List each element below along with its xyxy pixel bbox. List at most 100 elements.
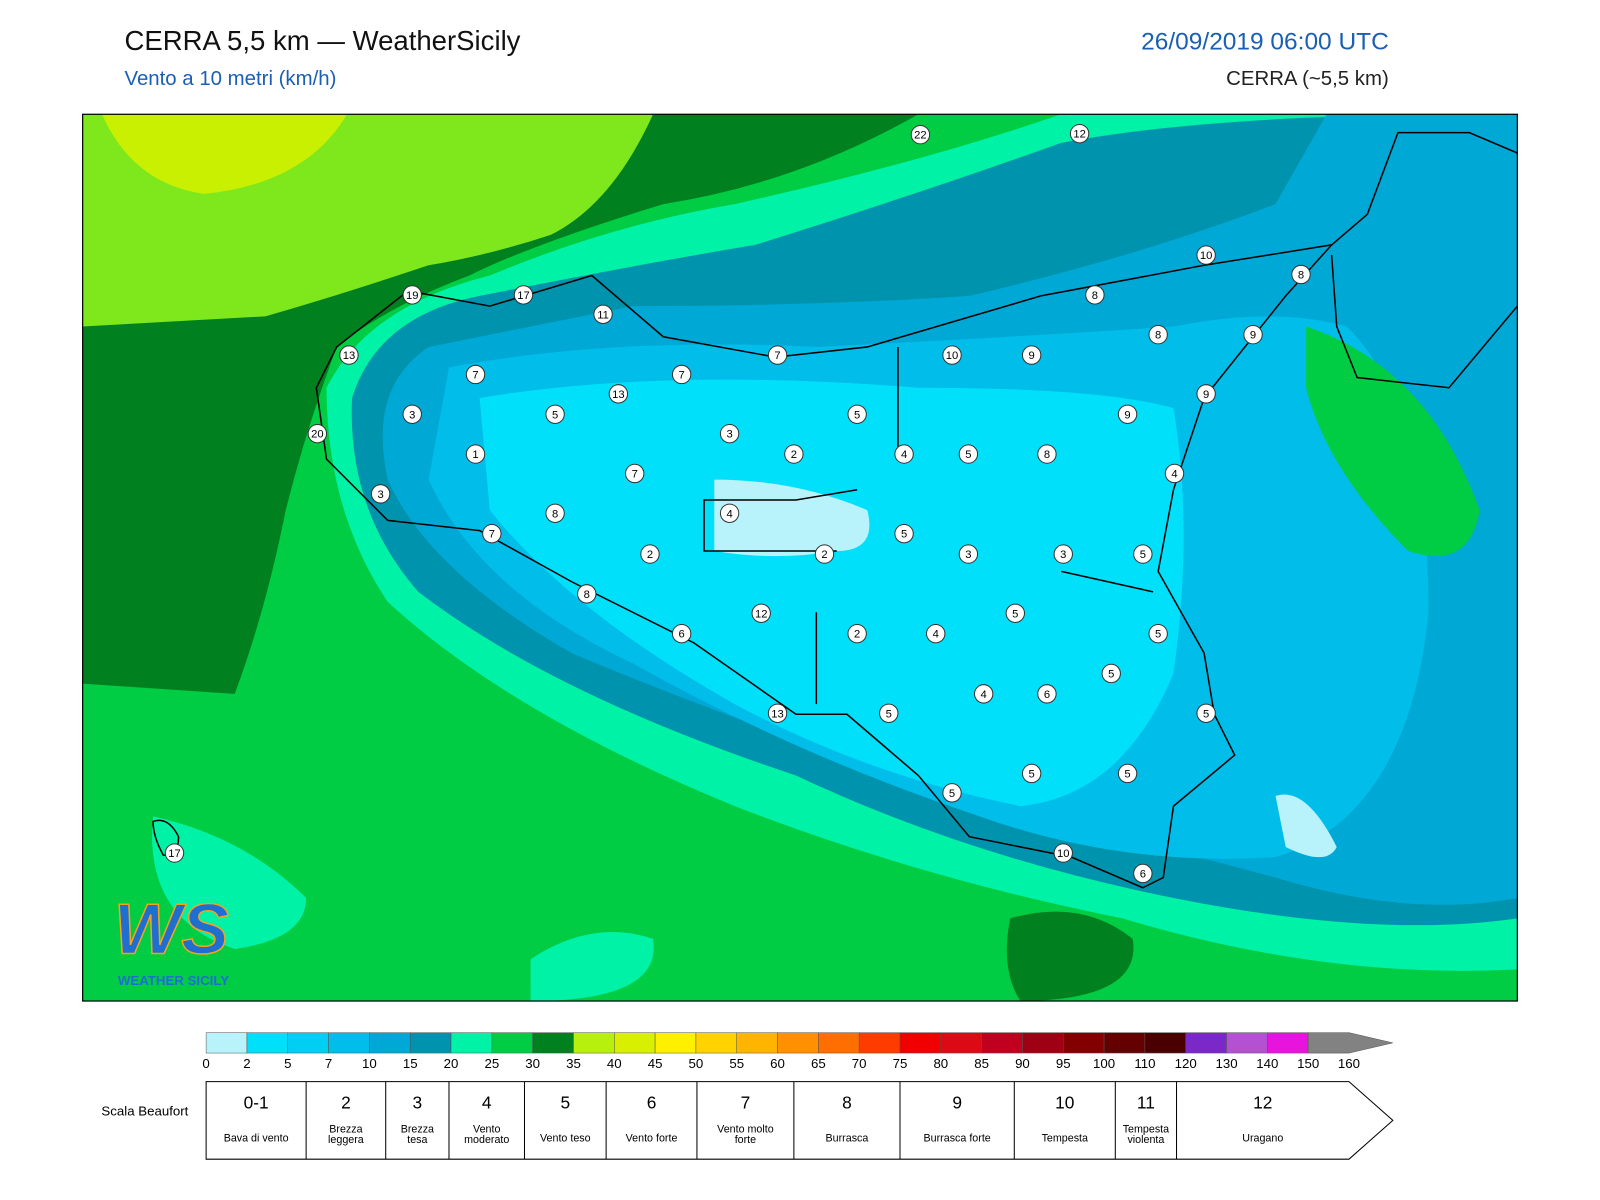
beaufort-name: Burrasca (826, 1133, 869, 1145)
station-marker (767, 345, 788, 365)
beaufort-force: 11 (1137, 1093, 1155, 1113)
station-value: 3 (965, 549, 971, 561)
station-value: 7 (472, 369, 478, 381)
station-marker (1164, 463, 1185, 484)
station-value: 2 (854, 629, 860, 641)
beaufort-force: 4 (482, 1093, 492, 1113)
colorbar-segment (246, 1032, 289, 1054)
station-marker (1117, 763, 1138, 784)
beaufort-name: Bava di vento (224, 1133, 289, 1145)
station-value: 5 (965, 449, 971, 461)
station-value: 5 (854, 409, 860, 421)
station-marker (719, 423, 740, 444)
station-value: 8 (552, 508, 558, 520)
colorbar-tick-label: 30 (525, 1056, 540, 1071)
beaufort-name: Vento forte (626, 1133, 678, 1145)
colorbar-segment (981, 1032, 1023, 1054)
station-value: 8 (1155, 330, 1161, 342)
station-value: 4 (981, 689, 987, 701)
station-value: 13 (771, 708, 783, 720)
colorbar-tick-label: 100 (1093, 1056, 1115, 1071)
colorbar-segment (1103, 1032, 1146, 1054)
beaufort-force: 10 (1055, 1093, 1074, 1113)
station-marker (1021, 763, 1042, 784)
station-marker (1148, 623, 1168, 644)
colorbar-segment (940, 1032, 982, 1054)
colorbar-segment (532, 1032, 574, 1054)
station-value: 5 (1124, 768, 1130, 780)
colorbar-tick-label: 150 (1297, 1056, 1319, 1071)
colorbar-tick-label: 20 (444, 1056, 459, 1071)
colorbar-segment (328, 1032, 370, 1054)
beaufort-scale: 0-1 Bava di vento 2 Brezza leggera 3 Brezza tes… (205, 1081, 1394, 1160)
station-marker (784, 444, 804, 464)
station-value: 10 (1200, 250, 1212, 262)
station-marker (973, 684, 994, 704)
station-marker (719, 503, 740, 523)
station-value: 6 (1140, 868, 1146, 880)
station-marker (465, 444, 486, 464)
station-value: 5 (1203, 708, 1209, 720)
station-marker (894, 444, 914, 464)
colorbar-tick-label: 120 (1175, 1056, 1197, 1071)
station-value: 9 (1250, 330, 1256, 342)
station-value: 4 (933, 629, 939, 641)
station-marker (1037, 444, 1057, 464)
colorbar-tick-label: 0 (202, 1056, 209, 1071)
station-value: 22 (914, 130, 926, 142)
beaufort-name: Brezza tesa (401, 1123, 434, 1146)
station-value: 17 (168, 848, 180, 860)
colorbar-tick-label: 85 (974, 1056, 989, 1071)
colorbar-segment (205, 1032, 248, 1054)
station-value: 9 (1124, 409, 1130, 421)
station-marker (625, 463, 645, 484)
colorbar-segment (369, 1032, 411, 1054)
station-value: 8 (1044, 449, 1050, 461)
colorbar-segment (1226, 1032, 1268, 1054)
colorbar-segment (287, 1032, 329, 1054)
station-marker (593, 304, 613, 324)
colorbar-tick-label: 60 (770, 1056, 785, 1071)
station-marker (640, 544, 660, 564)
colorbar-segment (777, 1032, 819, 1054)
colorbar-tick-label: 95 (1056, 1056, 1071, 1071)
station-marker (164, 843, 185, 863)
beaufort-name: Tempesta (1042, 1133, 1088, 1145)
map-frame (82, 113, 1518, 1002)
station-marker (1133, 863, 1153, 884)
station-value: 5 (1012, 608, 1018, 620)
colorbar-tick-label: 25 (484, 1056, 499, 1071)
station-marker (1037, 684, 1057, 704)
beaufort-force: 0-1 (244, 1093, 269, 1113)
station-value: 3 (377, 489, 383, 501)
colorbar-tick-label: 160 (1338, 1056, 1360, 1071)
station-value: 10 (946, 350, 958, 362)
colorbar-segment (1022, 1032, 1064, 1054)
station-marker (1243, 325, 1263, 345)
station-marker (926, 623, 946, 644)
beaufort-force: 12 (1253, 1093, 1272, 1113)
colorbar-tick-label: 75 (893, 1056, 908, 1071)
station-value: 2 (821, 549, 827, 561)
station-marker (1069, 123, 1090, 144)
station-marker (402, 404, 422, 424)
logo-mark: WS (114, 890, 229, 970)
beaufort-force: 8 (842, 1093, 852, 1113)
beaufort-name: Vento moderato (464, 1123, 509, 1146)
station-value: 10 (1057, 848, 1069, 860)
station-value: 12 (1073, 129, 1085, 141)
station-marker (1196, 384, 1216, 404)
colorbar-tick-label: 110 (1134, 1056, 1155, 1071)
station-value: 3 (726, 429, 732, 441)
colorbar-segment (1144, 1032, 1186, 1054)
beaufort-force: 7 (741, 1093, 751, 1113)
colorbar-segment (654, 1032, 697, 1054)
station-value: 12 (755, 608, 767, 620)
beaufort-name: Burrasca forte (924, 1133, 991, 1145)
colorbar-segment (1063, 1032, 1105, 1054)
station-value: 5 (552, 409, 558, 421)
station-value: 1 (472, 449, 478, 461)
station-marker (307, 423, 328, 444)
station-marker (1196, 703, 1216, 723)
